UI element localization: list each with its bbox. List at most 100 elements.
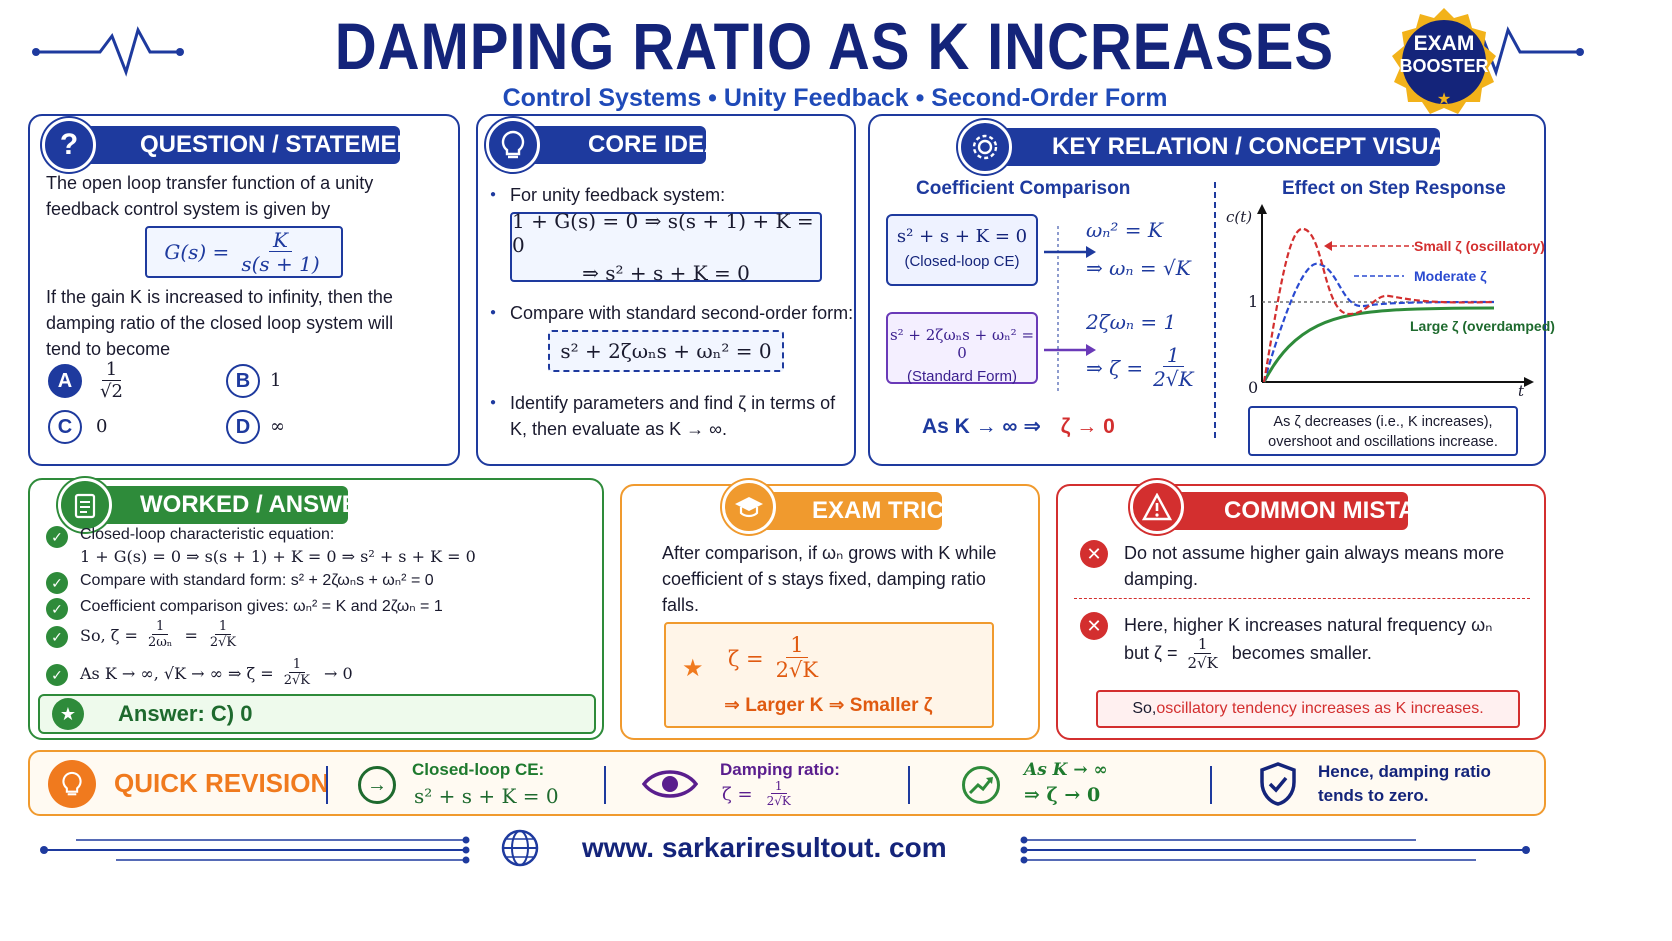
badge-seal-icon: ★ [1392,8,1496,114]
mistake-2-line2: but ζ = 1 2√K becomes smaller. [1124,636,1372,672]
question-header: QUESTION / STATEMENT [70,126,428,164]
trick-eq: ζ = 1 2√K [728,633,822,683]
mistake-note-prefix: So, [1132,700,1157,717]
option-b-button[interactable]: B [226,364,260,398]
curve-large-zeta [1262,306,1495,383]
check-icon: ✓ [46,572,68,594]
mistake-2-but: but ζ = [1124,643,1178,664]
relation-4: ⇒ ζ = 1 2√K [1086,344,1198,391]
quick-revision-strip: QUICK REVISION → Closed-loop CE: s² + s … [28,750,1546,816]
trick-eq-den: 2√K [775,658,819,683]
option-c-button[interactable]: C [48,410,82,444]
key-relation-panel: KEY RELATION / CONCEPT VISUAL Coefficien… [868,114,1555,466]
quick-item-3-line1: As K → ∞ [1024,760,1108,780]
check-icon: ✓ [46,598,68,620]
question-intro: The open loop transfer function of a uni… [46,173,374,219]
option-d-value: ∞ [270,416,285,437]
worked-step-5-num: 1 [288,657,305,674]
lightbulb-icon [486,118,540,172]
coef-box-standard-eq: s² + 2ζωₙs + ωₙ² = 0 [889,326,1035,362]
worked-heading: WORKED / ANSWER [140,491,376,518]
coef-box-standard-label: (Standard Form) [906,368,1018,385]
core-eq2: s² + 2ζωₙs + ωₙ² = 0 [560,339,772,363]
quick-item-1-value: s² + s + K = 0 [414,784,559,808]
option-a-letter: A [57,369,73,392]
trick-formula-box: ★ ζ = 1 2√K ⇒ Larger K ⇒ Smaller ζ [664,622,994,728]
gear-icon [958,120,1012,174]
graph-title: Effect on Step Response [1282,178,1506,199]
legend-small-zeta: Small ζ (oscillatory) [1414,238,1545,254]
core-eq1-line2: ⇒ s² + s + K = 0 [582,261,750,285]
panel-divider [1214,182,1216,438]
badge-line1: EXAM [1413,32,1475,55]
worked-header: WORKED / ANSWER [70,486,375,524]
tf-lhs: G(s) = [164,240,230,264]
quick-item-2-lhs: ζ = [722,783,753,805]
quick-item-3-line2: ⇒ ζ → 0 [1024,784,1101,806]
key-header: KEY RELATION / CONCEPT VISUAL [982,128,1460,166]
option-d-letter: D [235,415,251,438]
exam-trick-panel: EXAM TRICK After comparison, if ωₙ grows… [620,480,1040,740]
mistake-1: Do not assume higher gain always means m… [1124,543,1505,589]
mistake-note-box: So, oscillatory tendency increases as K … [1096,690,1520,728]
graph-note: As ζ decreases (i.e., K increases), over… [1248,406,1518,456]
lightbulb-icon [48,760,96,808]
option-c-value: 0 [96,416,108,437]
relation-3: 2ζωₙ = 1 [1086,310,1177,334]
worked-step-3: Coefficient comparison gives: ωₙ² = K an… [80,598,443,615]
core-eq2-box: s² + 2ζωₙs + ωₙ² = 0 [548,330,784,372]
relation-4-lhs: ⇒ ζ = [1086,355,1144,380]
mistake-header: COMMON MISTAKE [1154,492,1449,530]
option-d-button[interactable]: D [226,410,260,444]
core-bullet-2: Compare with standard second-order form: [490,300,853,326]
quick-label: QUICK REVISION [114,768,330,798]
mistake-heading: COMMON MISTAKE [1224,497,1449,524]
trick-conclusion: ⇒ Larger K ⇒ Smaller ζ [724,695,933,716]
core-bullet-1: For unity feedback system: [490,182,725,208]
x-circle-icon: ✕ [1080,540,1108,568]
relation-2: ⇒ ωₙ = √K [1086,256,1191,280]
svg-text:★: ★ [1437,91,1451,108]
footer-url-link[interactable]: www. sarkariresultout. com [582,832,947,863]
question-panel: QUESTION / STATEMENT ? The open loop tra… [28,114,460,466]
y-one-label: 1 [1248,292,1259,311]
tf-numerator: K [269,229,292,252]
core-eq1-box: 1 + G(s) = 0 ⇒ s(s + 1) + K = 0 ⇒ s² + s… [510,209,822,285]
y-zero-label: 0 [1248,378,1259,397]
option-b-letter: B [235,369,251,392]
option-a-button[interactable]: A [48,364,82,398]
page-subtitle: Control Systems • Unity Feedback • Secon… [502,84,1168,112]
quick-separator [604,766,606,804]
option-a-num: 1 [101,360,122,381]
worked-step-5-lhs: As K → ∞, √K → ∞ ⇒ ζ = [80,663,274,683]
worked-step-4-f2-num: 1 [214,619,232,636]
mistake-note-main: oscillatory tendency increases as K incr… [1156,700,1484,717]
question-heading: QUESTION / STATEMENT [140,131,429,158]
core-heading: CORE IDEA [588,131,722,158]
option-a-den: √2 [100,380,123,402]
coef-box-closed-label: (Closed-loop CE) [904,253,1020,270]
worked-step-5: As K → ∞, √K → ∞ ⇒ ζ = 1 2√K → 0 [80,657,353,689]
coef-box-closed-eq: s² + s + K = 0 [896,226,1028,247]
tf-denominator: s(s + 1) [241,251,320,276]
worked-step-5-rhs: → 0 [323,663,353,683]
globe-icon [500,828,540,873]
quick-separator [326,766,328,804]
mistake-2-num: 1 [1193,636,1212,654]
quick-item-4-line1: Hence, damping ratio [1318,762,1491,781]
coef-title: Coefficient Comparison [916,178,1131,199]
core-eq1-line1: 1 + G(s) = 0 ⇒ s(s + 1) + K = 0 [512,209,814,257]
worked-answer-panel: WORKED / ANSWER ✓ Closed-loop characteri… [28,478,604,740]
worked-step-1-eq: 1 + G(s) = 0 ⇒ s(s + 1) + K = 0 ⇒ s² + s… [80,547,476,566]
option-c-letter: C [57,415,73,438]
question-icon-glyph: ? [59,128,79,161]
x-circle-icon: ✕ [1080,612,1108,640]
eye-icon [641,766,699,807]
relation-4-num: 1 [1162,344,1184,367]
coef-box-standard: s² + 2ζωₙs + ωₙ² = 0 (Standard Form) [886,312,1038,385]
login-arrow-icon: → [358,766,396,804]
worked-step-4-f2-den: 2√K [209,635,237,651]
trend-down-icon [962,766,1000,804]
core-header: CORE IDEA [518,126,721,164]
worked-step-1: Closed-loop characteristic equation: [80,526,335,543]
